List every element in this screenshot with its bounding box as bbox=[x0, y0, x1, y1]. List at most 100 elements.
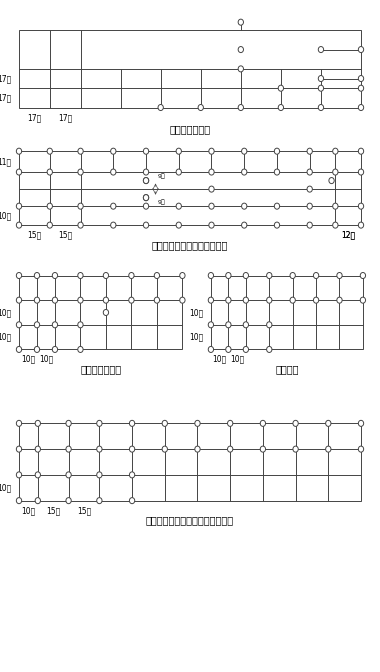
Ellipse shape bbox=[130, 497, 135, 504]
Ellipse shape bbox=[209, 222, 214, 228]
Ellipse shape bbox=[198, 104, 203, 110]
Ellipse shape bbox=[226, 347, 231, 352]
Ellipse shape bbox=[66, 446, 71, 452]
Text: 信楽宮（宮町遺跡）朝堂地区正殿: 信楽宮（宮町遺跡）朝堂地区正殿 bbox=[146, 515, 234, 526]
Ellipse shape bbox=[129, 297, 134, 303]
Ellipse shape bbox=[154, 297, 160, 303]
Ellipse shape bbox=[111, 222, 116, 228]
Text: 15尺: 15尺 bbox=[27, 230, 41, 239]
Ellipse shape bbox=[278, 85, 283, 91]
Ellipse shape bbox=[228, 446, 233, 452]
Ellipse shape bbox=[333, 222, 338, 228]
Ellipse shape bbox=[238, 66, 244, 72]
Text: 10尺: 10尺 bbox=[0, 308, 11, 317]
Ellipse shape bbox=[274, 203, 280, 209]
Ellipse shape bbox=[358, 104, 364, 110]
Ellipse shape bbox=[176, 148, 181, 154]
Ellipse shape bbox=[16, 421, 22, 427]
Ellipse shape bbox=[35, 497, 40, 504]
Text: 17尺: 17尺 bbox=[27, 113, 41, 122]
Ellipse shape bbox=[34, 297, 40, 303]
Text: 15尺: 15尺 bbox=[58, 230, 72, 239]
Ellipse shape bbox=[176, 203, 181, 209]
Ellipse shape bbox=[35, 472, 40, 478]
Ellipse shape bbox=[208, 297, 214, 303]
Bar bbox=[19, 423, 361, 501]
Ellipse shape bbox=[290, 297, 295, 303]
Ellipse shape bbox=[111, 148, 116, 154]
Bar bbox=[211, 276, 363, 349]
Ellipse shape bbox=[358, 421, 364, 427]
Text: 15尺: 15尺 bbox=[77, 506, 91, 515]
Ellipse shape bbox=[176, 169, 181, 175]
Ellipse shape bbox=[307, 169, 312, 175]
Ellipse shape bbox=[226, 297, 231, 303]
Ellipse shape bbox=[358, 169, 364, 175]
Ellipse shape bbox=[78, 169, 83, 175]
Ellipse shape bbox=[47, 203, 52, 209]
Ellipse shape bbox=[209, 169, 214, 175]
Ellipse shape bbox=[35, 421, 40, 427]
Text: 10尺: 10尺 bbox=[189, 333, 203, 341]
Ellipse shape bbox=[52, 297, 58, 303]
Ellipse shape bbox=[228, 421, 233, 427]
Ellipse shape bbox=[337, 273, 342, 279]
Ellipse shape bbox=[260, 421, 266, 427]
Ellipse shape bbox=[143, 177, 149, 183]
Bar bbox=[19, 30, 361, 108]
Ellipse shape bbox=[176, 222, 181, 228]
Ellipse shape bbox=[274, 169, 280, 175]
Ellipse shape bbox=[34, 273, 40, 279]
Ellipse shape bbox=[208, 273, 214, 279]
Ellipse shape bbox=[180, 297, 185, 303]
Ellipse shape bbox=[358, 446, 364, 452]
Ellipse shape bbox=[360, 297, 366, 303]
Ellipse shape bbox=[326, 446, 331, 452]
Ellipse shape bbox=[16, 273, 22, 279]
Ellipse shape bbox=[97, 497, 102, 504]
Ellipse shape bbox=[358, 46, 364, 52]
Ellipse shape bbox=[307, 186, 312, 192]
Ellipse shape bbox=[333, 169, 338, 175]
Ellipse shape bbox=[143, 169, 149, 175]
Ellipse shape bbox=[243, 322, 249, 328]
Ellipse shape bbox=[78, 222, 83, 228]
Ellipse shape bbox=[78, 203, 83, 209]
Ellipse shape bbox=[162, 421, 168, 427]
Ellipse shape bbox=[78, 347, 83, 352]
Ellipse shape bbox=[243, 297, 249, 303]
Ellipse shape bbox=[274, 222, 280, 228]
Text: 10尺: 10尺 bbox=[0, 483, 11, 493]
Ellipse shape bbox=[180, 273, 185, 279]
Ellipse shape bbox=[195, 446, 200, 452]
Ellipse shape bbox=[226, 322, 231, 328]
Ellipse shape bbox=[293, 446, 298, 452]
Text: 禾津頓宮: 禾津頓宮 bbox=[275, 364, 299, 374]
Ellipse shape bbox=[260, 446, 266, 452]
Ellipse shape bbox=[333, 203, 338, 209]
Ellipse shape bbox=[47, 169, 52, 175]
Ellipse shape bbox=[129, 273, 134, 279]
Ellipse shape bbox=[78, 322, 83, 328]
Ellipse shape bbox=[154, 273, 160, 279]
Ellipse shape bbox=[34, 322, 40, 328]
Ellipse shape bbox=[16, 148, 22, 154]
Ellipse shape bbox=[274, 148, 280, 154]
Ellipse shape bbox=[243, 273, 249, 279]
Ellipse shape bbox=[66, 421, 71, 427]
Ellipse shape bbox=[208, 322, 214, 328]
Ellipse shape bbox=[314, 297, 319, 303]
Ellipse shape bbox=[318, 104, 324, 110]
Ellipse shape bbox=[97, 446, 102, 452]
Text: 17尺: 17尺 bbox=[0, 74, 11, 83]
Ellipse shape bbox=[97, 421, 102, 427]
Ellipse shape bbox=[47, 222, 52, 228]
Ellipse shape bbox=[208, 347, 214, 352]
Ellipse shape bbox=[243, 347, 249, 352]
Text: 恭仁宮跡大極殿: 恭仁宮跡大極殿 bbox=[169, 124, 211, 134]
Ellipse shape bbox=[52, 273, 58, 279]
Ellipse shape bbox=[162, 446, 168, 452]
Ellipse shape bbox=[130, 421, 135, 427]
Ellipse shape bbox=[238, 19, 244, 26]
Ellipse shape bbox=[143, 203, 149, 209]
